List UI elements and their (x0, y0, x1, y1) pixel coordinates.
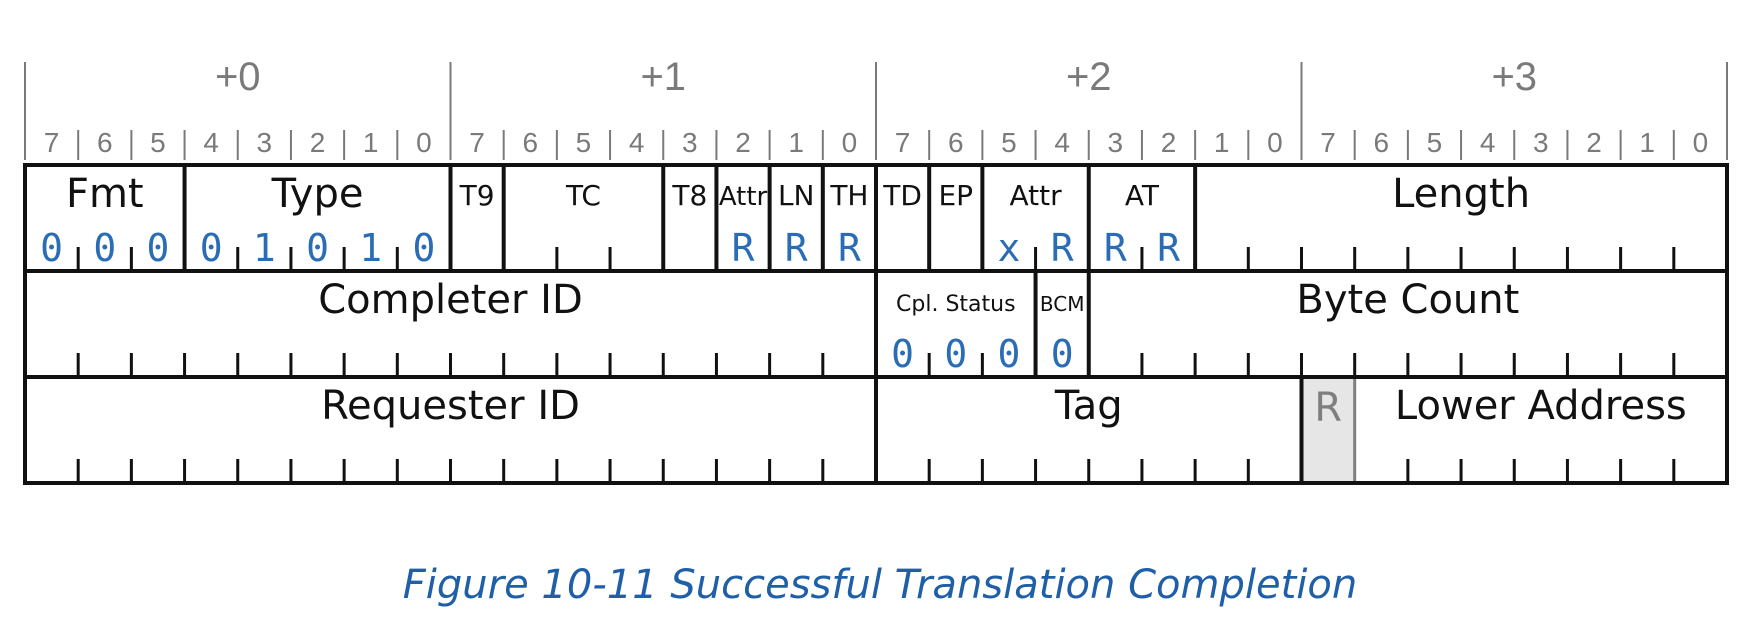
field-name: Lower Address (1395, 383, 1687, 429)
bit-number: 2 (735, 127, 751, 158)
field-name: EP (938, 179, 973, 212)
bit-number: 7 (1320, 127, 1336, 158)
bit-number: 6 (522, 127, 538, 158)
field-name: Tag (1054, 383, 1123, 429)
bit-number: 6 (97, 127, 113, 158)
byte-label: +0 (215, 55, 261, 99)
field-name: T8 (671, 179, 707, 212)
field-value: 0 (40, 226, 63, 270)
bit-number: 6 (948, 127, 964, 158)
bit-number: 7 (44, 127, 60, 158)
field-name: R (1314, 385, 1342, 431)
field-value: R (1157, 226, 1180, 270)
field-value: 1 (359, 226, 382, 270)
bit-number: 3 (1108, 127, 1124, 158)
byte-label: +2 (1066, 55, 1112, 99)
field-value: R (732, 226, 755, 270)
bit-number: 2 (1586, 127, 1602, 158)
field-value: R (1104, 226, 1127, 270)
bit-number: 5 (1427, 127, 1443, 158)
bit-number: 2 (1161, 127, 1177, 158)
bit-number: 1 (788, 127, 804, 158)
field-name: AT (1125, 179, 1160, 212)
byte-label: +3 (1491, 55, 1537, 99)
field-value: 0 (200, 226, 223, 270)
bit-number: 0 (1693, 127, 1709, 158)
field-name: Requester ID (321, 383, 580, 429)
field-value: 0 (147, 226, 170, 270)
field-name: Length (1392, 171, 1530, 217)
field-name: TD (882, 179, 922, 212)
field-value: 0 (93, 226, 116, 270)
field-value: x (998, 226, 1021, 270)
bit-number: 5 (150, 127, 166, 158)
field-name: Attr (719, 182, 768, 212)
field-value: 0 (306, 226, 329, 270)
bit-number: 5 (576, 127, 592, 158)
byte-label: +1 (640, 55, 686, 99)
field-name: LN (778, 179, 815, 212)
tlp-header-diagram: +0 +1 +2 +37 6 5 4 3 2 1 0 7 6 5 4 3 2 1 0 7 6 5 4 3 2 1 0 7 6 5 4 3 2 1 0… (23, 55, 1729, 485)
field-name: Attr (1009, 179, 1062, 212)
field-value: 0 (944, 332, 967, 376)
bit-number: 1 (363, 127, 379, 158)
field-value: 0 (998, 332, 1021, 376)
field-name: Completer ID (318, 277, 583, 323)
field-name: TH (829, 179, 868, 212)
bit-number: 7 (895, 127, 911, 158)
bit-number: 0 (416, 127, 432, 158)
field-name: T9 (459, 179, 495, 212)
bit-number: 0 (842, 127, 858, 158)
bit-number: 1 (1214, 127, 1230, 158)
bit-number: 4 (1054, 127, 1070, 158)
figure-caption: Figure 10-11 Successful Translation Comp… (402, 562, 1358, 608)
field-value: 0 (1051, 332, 1074, 376)
field-value: 0 (412, 226, 435, 270)
bit-number: 4 (1480, 127, 1496, 158)
field-value: 1 (253, 226, 276, 270)
field-name: Fmt (66, 171, 144, 217)
bit-number: 1 (1639, 127, 1655, 158)
bit-number: 6 (1373, 127, 1389, 158)
bit-number: 2 (310, 127, 326, 158)
field-name: BCM (1040, 292, 1085, 316)
bit-number: 7 (469, 127, 485, 158)
bit-number: 5 (1001, 127, 1017, 158)
field-name: TC (565, 179, 601, 212)
field-name: Byte Count (1296, 277, 1519, 323)
bit-number: 3 (682, 127, 698, 158)
field-value: 0 (891, 332, 914, 376)
diagram-frame (23, 163, 1729, 485)
bit-number: 4 (629, 127, 645, 158)
field-name: Type (271, 171, 364, 217)
bit-number: 4 (203, 127, 219, 158)
field-value: R (785, 226, 808, 270)
field-name: Cpl. Status (896, 292, 1016, 317)
bit-number: 3 (257, 127, 273, 158)
field-value: R (1051, 226, 1074, 270)
bit-number: 0 (1267, 127, 1283, 158)
bit-number: 3 (1533, 127, 1549, 158)
field-value: R (838, 226, 861, 270)
